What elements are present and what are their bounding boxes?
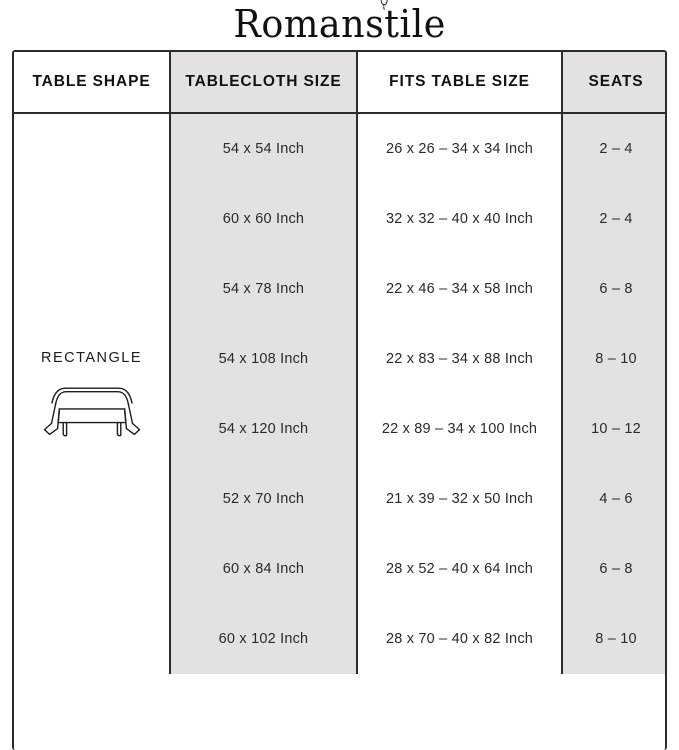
cell-tablecloth-size: 60 x 84 Inch [169,534,357,604]
cell-fits-table-size: 22 x 46 – 34 x 58 Inch [356,254,562,324]
cell-seats: 8 – 10 [561,324,665,394]
cell-fits-table-size: 22 x 83 – 34 x 88 Inch [356,324,562,394]
cell-fits-table-size: 28 x 52 – 40 x 64 Inch [356,534,562,604]
cell-tablecloth-size: 54 x 78 Inch [169,254,357,324]
cell-seats: 6 – 8 [561,534,665,604]
table-row: 54 x 108 Inch 22 x 83 – 34 x 88 Inch 8 –… [14,324,665,394]
size-chart-grid: TABLE SHAPE TABLECLOTH SIZE FITS TABLE S… [14,52,665,674]
table-row: 60 x 84 Inch 28 x 52 – 40 x 64 Inch 6 – … [14,534,665,604]
cell-tablecloth-size: 60 x 102 Inch [169,604,357,674]
cell-fits-table-size: 28 x 70 – 40 x 82 Inch [356,604,562,674]
table-row: 54 x 78 Inch 22 x 46 – 34 x 58 Inch 6 – … [14,254,665,324]
tablecloth-size-table: TABLE SHAPE TABLECLOTH SIZE FITS TABLE S… [12,50,667,750]
column-header-table-shape: TABLE SHAPE [14,52,170,114]
table-header: TABLE SHAPE TABLECLOTH SIZE FITS TABLE S… [14,52,665,114]
cell-fits-table-size: 32 x 32 – 40 x 40 Inch [356,184,562,254]
cell-tablecloth-size: 60 x 60 Inch [169,184,357,254]
table-row: 54 x 120 Inch 22 x 89 – 34 x 100 Inch 10… [14,394,665,464]
column-header-tablecloth-size: TABLECLOTH SIZE [169,52,357,114]
brand-wordmark: Romanstile [233,0,446,46]
cell-seats: 6 – 8 [561,254,665,324]
cell-tablecloth-size: 52 x 70 Inch [169,464,357,534]
table-row: 60 x 60 Inch 32 x 32 – 40 x 40 Inch 2 – … [14,184,665,254]
cell-seats: 4 – 6 [561,464,665,534]
rectangle-tablecloth-icon [43,387,140,436]
shape-label: RECTANGLE [40,349,143,366]
cell-seats: 10 – 12 [561,394,665,464]
header-row: TABLE SHAPE TABLECLOTH SIZE FITS TABLE S… [14,52,665,114]
cell-seats: 2 – 4 [561,113,665,184]
cell-tablecloth-size: 54 x 54 Inch [169,113,357,184]
table-row: RECTANGLE [14,113,665,674]
cell-seats: 8 – 10 [561,604,665,674]
column-header-fits-table-size: FITS TABLE SIZE [356,52,562,114]
cell-tablecloth-size: 54 x 120 Inch [169,394,357,464]
cell-fits-table-size: 22 x 89 – 34 x 100 Inch [356,394,562,464]
cell-seats: 2 – 4 [561,184,665,254]
shape-cell-rectangle: RECTANGLE [14,113,170,674]
column-header-seats: SEATS [561,52,665,114]
brand-header: Romanstile [0,0,679,48]
cell-fits-table-size: 21 x 39 – 32 x 50 Inch [356,464,562,534]
table-body: RECTANGLE [14,113,665,674]
cell-fits-table-size: 26 x 26 – 34 x 34 Inch [356,113,562,184]
cell-tablecloth-size: 54 x 108 Inch [169,324,357,394]
leaf-flourish-icon [380,0,388,10]
brand-wordmark-text: Romanstile [233,2,446,46]
table-row: 52 x 70 Inch 21 x 39 – 32 x 50 Inch 4 – … [14,464,665,534]
